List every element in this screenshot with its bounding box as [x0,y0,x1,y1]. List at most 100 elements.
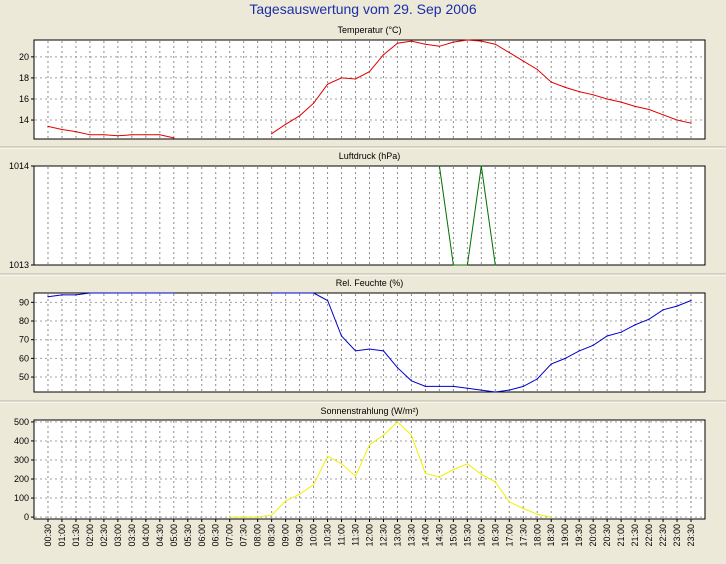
x-tick-label: 05:30 [183,524,193,547]
data-point-solar [368,444,371,446]
x-tick-label: 06:30 [211,524,221,547]
data-point-humidity [452,385,454,387]
plot-area [33,292,706,393]
x-tick-label: 03:30 [127,524,137,547]
x-tick-label: 04:30 [155,524,165,547]
data-point-solar [550,516,552,518]
x-tick-label: 05:00 [169,524,179,547]
data-point-humidity [564,357,566,359]
data-point-temperature [494,43,496,45]
data-point-solar [494,481,496,483]
data-point-humidity [606,335,608,337]
data-point-temperature [312,102,315,104]
data-point-humidity [396,367,399,369]
y-tick-label: 60 [19,353,29,363]
data-point-temperature [326,83,329,85]
y-tick-label: 20 [19,52,29,62]
data-point-solar [522,507,524,510]
data-point-temperature [564,86,566,88]
x-tick-label: 22:30 [658,524,668,547]
data-point-humidity [690,299,692,302]
y-tick-label: 1014 [9,161,29,171]
data-point-humidity [61,294,63,296]
x-tick-label: 14:00 [420,524,430,547]
data-point-temperature [47,125,49,127]
x-tick-label: 14:30 [434,524,444,547]
data-point-temperature [61,128,63,131]
x-tick-label: 19:00 [560,524,570,547]
data-point-humidity [438,385,440,387]
data-point-temperature [466,39,468,41]
data-point-humidity [299,292,301,294]
x-tick-label: 16:00 [476,524,486,547]
plot-area [33,165,706,266]
x-tick-label: 09:30 [295,524,305,547]
data-point-humidity [508,389,510,391]
panel-solar: 0 100 200 300 400 500 Sonnenstrahlung (W/m²) [14,406,706,522]
series-line-solar [229,421,552,518]
x-tick-label: 18:30 [546,524,556,547]
data-point-temperature [368,70,371,73]
data-point-temperature [285,123,287,125]
data-point-humidity [536,378,538,380]
data-point-solar [257,516,259,518]
data-point-solar [243,516,245,518]
panel-title: Sonnenstrahlung (W/m²) [320,406,418,416]
data-point-solar [229,516,231,518]
x-tick-label: 07:00 [225,524,235,547]
x-tick-label: 04:00 [141,524,151,547]
panel-pressure: 1013 1014 Luftdruck (hPa) [9,151,706,270]
x-tick-label: 02:00 [85,524,95,547]
data-point-solar [340,463,343,465]
data-point-solar [396,421,399,423]
x-tick-label: 16:30 [490,524,500,547]
y-tick-label: 300 [14,455,29,465]
x-tick-label: 20:30 [602,524,612,547]
y-tick-label: 400 [14,436,29,446]
data-point-humidity [676,305,678,307]
plot-area [33,39,706,140]
data-point-solar [536,513,538,515]
data-point-humidity [159,292,161,294]
panel-temperature: 14 16 18 20 Temperatur (°C) [19,25,706,140]
data-point-pressure [452,264,454,266]
data-point-temperature [480,40,482,42]
data-point-solar [382,434,385,436]
data-point-temperature [396,42,399,44]
data-point-humidity [271,292,273,294]
data-point-pressure [466,264,468,266]
plot-area [33,419,706,520]
data-point-temperature [648,108,650,111]
panel-title: Temperatur (°C) [337,25,401,35]
data-point-temperature [676,119,678,121]
data-point-temperature [117,135,119,137]
x-tick-label: 08:00 [253,524,263,547]
data-point-temperature [578,91,580,93]
data-point-humidity [522,385,524,387]
panel-humidity: 50 60 70 80 90 Rel. Feuchte (%) [19,278,706,393]
data-point-temperature [271,133,273,135]
data-point-solar [480,473,482,475]
x-tick-label: 08:30 [267,524,277,547]
x-axis: 00:30 01:00 01:30 02:00 02:30 03:00 03:30 04:00… [43,519,696,547]
data-point-temperature [354,78,357,80]
data-point-pressure [480,165,482,167]
data-point-humidity [326,299,329,302]
x-tick-label: 21:00 [616,524,626,547]
data-point-temperature [452,41,454,43]
x-tick-label: 15:30 [462,524,472,547]
data-point-temperature [592,94,594,96]
data-point-humidity [312,292,315,294]
x-tick-label: 01:30 [71,524,81,547]
x-tick-label: 06:00 [197,524,207,547]
data-point-humidity [634,324,636,326]
x-tick-label: 17:00 [504,524,514,547]
data-point-humidity [592,344,594,346]
y-tick-label: 90 [19,297,29,307]
series-line-temperature [47,125,174,139]
data-point-solar [285,500,287,502]
data-point-solar [424,472,427,474]
data-point-solar [312,484,315,486]
